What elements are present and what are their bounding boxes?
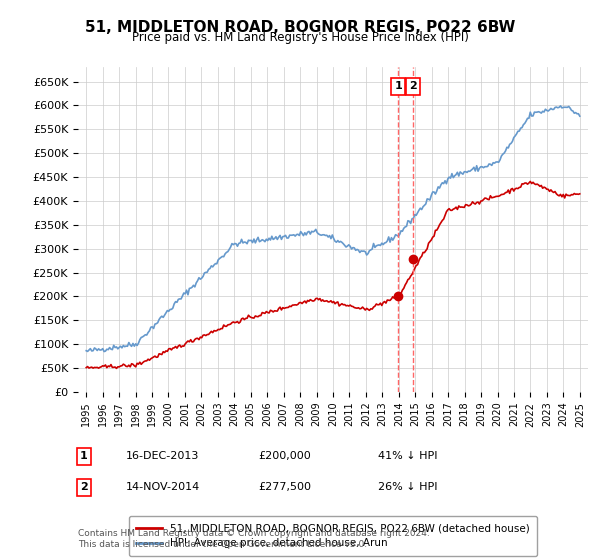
Text: 1: 1 xyxy=(80,451,88,461)
Text: 51, MIDDLETON ROAD, BOGNOR REGIS, PO22 6BW: 51, MIDDLETON ROAD, BOGNOR REGIS, PO22 6… xyxy=(85,20,515,35)
Legend: 51, MIDDLETON ROAD, BOGNOR REGIS, PO22 6BW (detached house), HPI: Average price,: 51, MIDDLETON ROAD, BOGNOR REGIS, PO22 6… xyxy=(128,516,538,556)
Text: £277,500: £277,500 xyxy=(258,482,311,492)
Text: 14-NOV-2014: 14-NOV-2014 xyxy=(126,482,200,492)
Text: 41% ↓ HPI: 41% ↓ HPI xyxy=(378,451,437,461)
Text: 26% ↓ HPI: 26% ↓ HPI xyxy=(378,482,437,492)
Text: Price paid vs. HM Land Registry's House Price Index (HPI): Price paid vs. HM Land Registry's House … xyxy=(131,31,469,44)
Text: 16-DEC-2013: 16-DEC-2013 xyxy=(126,451,199,461)
Text: 1: 1 xyxy=(394,81,402,91)
Text: 2: 2 xyxy=(80,482,88,492)
Text: £200,000: £200,000 xyxy=(258,451,311,461)
Text: Contains HM Land Registry data © Crown copyright and database right 2024.
This d: Contains HM Land Registry data © Crown c… xyxy=(78,529,430,549)
Text: 2: 2 xyxy=(409,81,417,91)
